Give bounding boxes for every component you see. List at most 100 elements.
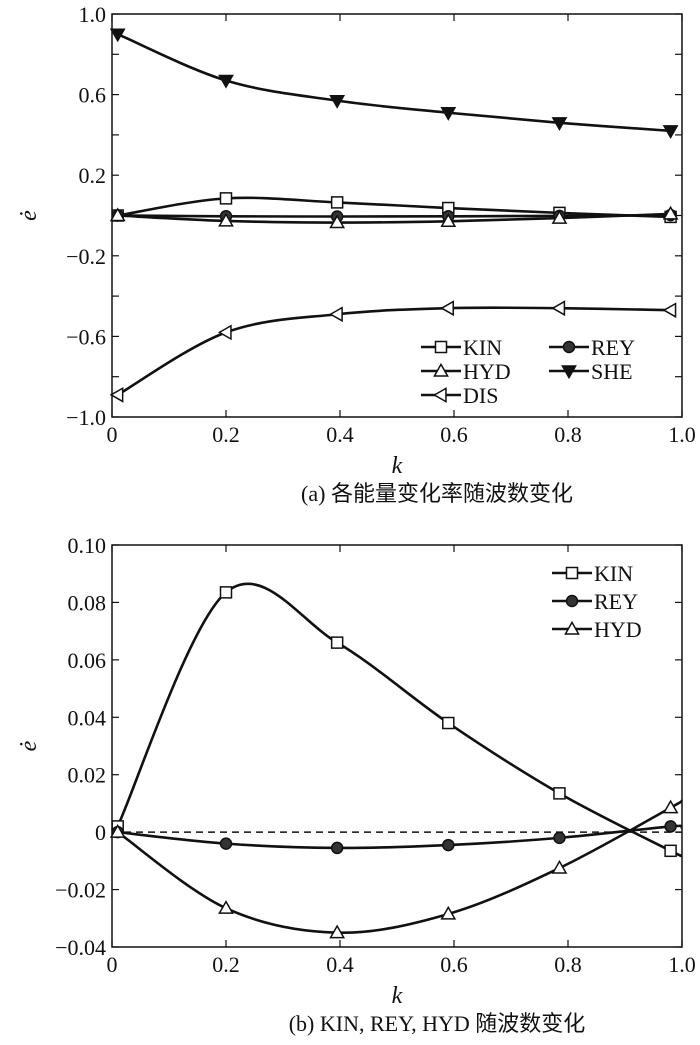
y-axis-label: ė [16,210,42,221]
line-she [117,32,671,133]
marker-kin [330,196,344,209]
marker-rey [330,841,344,855]
line-kin [117,196,671,219]
marker-she [662,125,679,139]
marker-hyd [329,214,346,229]
y-tick-label: 0.08 [68,590,107,615]
legend-label: KIN [594,561,633,586]
legend-marker [432,387,447,403]
y-tick-label: −1.0 [66,405,106,430]
legend-marker [562,340,576,354]
legend-marker [433,362,449,377]
marker-dis [440,300,454,317]
marker-she [109,28,126,43]
legend: KIN REY HYD [552,561,642,642]
x-tick-label: 0.4 [326,952,354,977]
y-tick-label: −0.04 [55,935,106,960]
line-kin [116,582,682,858]
x-tick-label: 1.0 [668,422,696,447]
chart-caption: (a) 各能量变化率随波数变化 [301,481,573,506]
y-tick-label: −0.6 [66,324,106,349]
legend-marker [561,365,577,380]
x-tick-label: 0 [107,422,118,447]
series-dis [109,300,677,403]
line-rey [117,213,671,218]
marker-hyd [551,859,568,874]
marker-dis [551,300,566,317]
chart-caption: (b) KIN, REY, HYD 随波数变化 [289,1011,586,1036]
y-tick-label: 1.0 [79,2,107,27]
y-tick-label: 0.10 [68,533,107,558]
legend-marker [565,594,579,608]
x-tick-label: 0.6 [440,422,468,447]
marker-she [551,117,568,131]
marker-hyd [440,905,457,920]
x-tick-label: 0.4 [326,422,354,447]
marker-dis [109,386,124,403]
line-hyd [117,212,671,224]
y-tick-label: 0.6 [79,83,107,108]
x-tick-label: 0.8 [554,422,582,447]
x-tick-label: 0.6 [440,952,468,977]
marker-rey [442,838,455,852]
legend: KIN REY HYD SHE DIS [421,335,635,408]
x-tick-label: 0.2 [212,422,240,447]
marker-hyd [109,824,126,838]
plot-frame [111,544,683,948]
series-hyd [109,799,682,939]
marker-kin [553,787,566,800]
x-tick-label: 1.0 [668,952,696,977]
legend-label: HYD [594,617,642,642]
series-hyd [109,205,679,229]
x-tick-label: 0.8 [554,952,582,977]
chart-b-kin-rey-hyd: 0 0.2 0.4 0.6 0.8 1.00.100.080.060.040.020−0.… [16,533,696,1036]
x-tick-label: 0.2 [212,952,240,977]
legend-marker [434,340,448,354]
marker-she [440,107,457,121]
marker-rey [553,831,566,845]
legend-marker [565,566,579,580]
y-tick-label: 0.06 [68,648,107,673]
legend-label: REY [591,335,635,360]
y-axis-label: ė [16,740,42,751]
x-axis-label: k [392,983,403,1009]
legend-label: KIN [463,335,502,360]
legend-label: REY [594,589,638,614]
legend-label: SHE [591,359,633,384]
y-tick-label: 0.2 [79,163,107,188]
marker-kin [664,844,677,858]
x-tick-label: 0 [107,952,118,977]
marker-hyd [218,900,234,914]
x-axis-label: k [392,453,403,479]
marker-hyd [329,924,346,939]
marker-hyd [551,210,568,224]
marker-kin [219,192,233,205]
y-tick-label: 0 [95,820,106,845]
marker-rey [219,837,233,850]
marker-dis [329,306,343,323]
legend-label: HYD [463,359,511,384]
y-tick-label: −0.02 [55,878,106,903]
marker-hyd [662,799,679,814]
y-tick-label: −0.2 [66,244,106,269]
marker-kin [442,716,455,730]
marker-hyd [218,212,234,227]
legend-label: DIS [463,383,498,408]
marker-she [329,94,346,109]
marker-hyd [662,205,679,220]
series-she [109,28,679,139]
marker-she [218,74,234,89]
y-tick-label: 0.02 [68,763,107,788]
chart-a-energy-rates: 0 0.2 0.4 0.6 0.8 1.0 1.0 0.6 0.2 −0.2 −0.6 −1.0 k ė (… [16,2,696,506]
marker-hyd [109,207,126,222]
marker-kin [330,636,344,649]
y-tick-label: 0.04 [68,705,107,730]
line-dis [117,306,671,396]
legend-marker [564,620,580,635]
marker-rey [664,820,677,833]
marker-dis [217,324,232,341]
marker-kin [219,586,233,599]
line-hyd [116,799,682,934]
marker-dis [662,302,677,319]
